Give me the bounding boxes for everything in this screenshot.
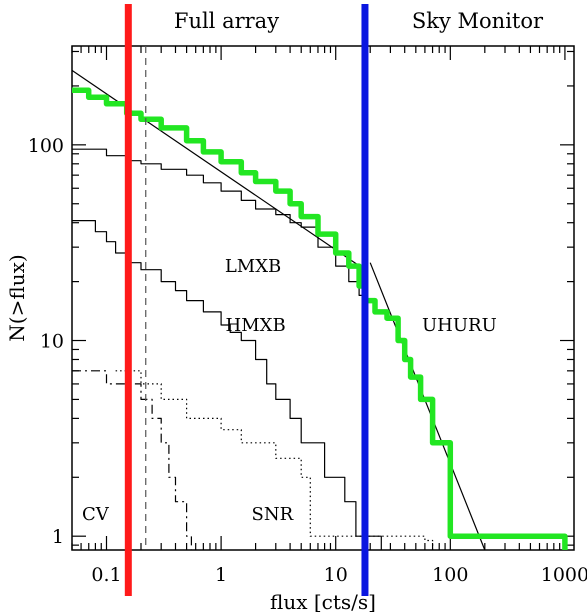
series-annotation: CV — [82, 504, 110, 525]
series-total-line — [72, 87, 568, 550]
y-tick-label: 100 — [28, 135, 64, 157]
series-cv-line — [72, 370, 192, 550]
series-uhuru-fit-line — [369, 262, 486, 551]
y-tick-label: 1 — [52, 526, 64, 548]
series-snr-line — [115, 370, 434, 550]
region-labels: Full array Sky Monitor — [174, 9, 544, 33]
plot-frame — [71, 45, 575, 551]
x-tick-label: 100 — [432, 564, 468, 586]
x-tick-label: 1 — [215, 564, 227, 586]
limit-lines — [124, 4, 369, 596]
series-layer — [71, 69, 568, 551]
axis-ticks: 0.1 1 10 100 1000 1 10 100 — [28, 46, 587, 586]
y-tick-label: 10 — [40, 331, 64, 353]
series-annotation: LMXB — [225, 256, 281, 277]
series-lmxb-line — [72, 148, 366, 301]
x-tick-label: 10 — [324, 564, 348, 586]
y-axis-label: N(>flux) — [5, 254, 29, 341]
region-label: Sky Monitor — [412, 9, 544, 33]
series-annotation: SNR — [252, 504, 294, 525]
region-label: Full array — [174, 9, 279, 33]
series-annotation: HMXB — [226, 315, 286, 336]
series-annotations: LMXB HMXB UHURU SNR CV — [82, 256, 497, 525]
x-tick-label: 0.1 — [91, 564, 121, 586]
series-full-array-fit-line — [71, 69, 366, 271]
x-tick-label: 1000 — [541, 564, 587, 586]
x-axis-label: flux [cts/s] — [270, 590, 376, 614]
series-annotation: UHURU — [422, 315, 497, 336]
